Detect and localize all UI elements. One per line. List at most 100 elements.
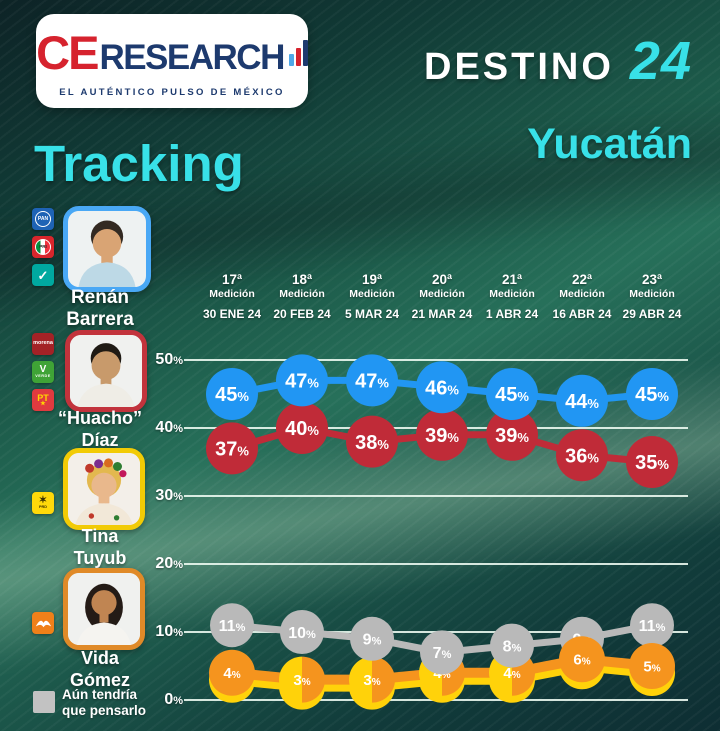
tracking-line-chart: 4%3%3%4%4%11%10%9%7%8%9%11%6%5%37%40%38%…: [184, 354, 688, 710]
svg-text:45%: 45%: [215, 384, 249, 406]
candidate-name-huacho-diaz: “Huacho” Díaz: [57, 408, 142, 450]
svg-text:44%: 44%: [565, 391, 599, 413]
svg-text:10%: 10%: [288, 625, 316, 642]
photo-huacho-diaz: [65, 330, 147, 412]
logo-wordmark: CE RESEARCH: [36, 25, 308, 80]
svg-text:40%: 40%: [285, 418, 319, 440]
diaz-point: 36%: [556, 429, 608, 482]
undecided-point: 7%: [420, 630, 464, 675]
person-avatar: [70, 335, 142, 407]
svg-text:46%: 46%: [425, 377, 459, 399]
diaz-point: 38%: [346, 415, 398, 468]
x-axis-label: 20ª Medición 21 MAR 24: [411, 272, 473, 321]
svg-text:45%: 45%: [635, 384, 669, 406]
gomez-point: 5%: [629, 643, 675, 689]
diaz-point: 40%: [276, 402, 328, 454]
undecided-legend-label: Aún tendría que pensarlo: [62, 687, 147, 718]
morena-logo: morena: [32, 333, 54, 355]
gomez-point: 6%: [559, 636, 605, 683]
x-axis-label: 19ª Medición 5 MAR 24: [344, 272, 400, 321]
photo-tina-tuyub: [63, 448, 145, 530]
barrera-point: 45%: [486, 368, 538, 420]
svg-text:9%: 9%: [363, 632, 382, 649]
person-avatar: [68, 573, 140, 645]
state-subtitle: Yucatán: [527, 120, 692, 168]
diaz-point: 35%: [626, 436, 678, 488]
svg-text:47%: 47%: [285, 371, 319, 393]
photo-renan-barrera: [63, 206, 151, 292]
gomez-point: 3%: [279, 656, 325, 703]
svg-text:8%: 8%: [503, 638, 522, 655]
bar-chart-icon: [288, 39, 308, 66]
y-axis-label: 30%: [155, 487, 183, 504]
undecided-point: 10%: [280, 610, 324, 654]
prd-logo: ✶ PRD: [32, 492, 54, 514]
barrera-point: 47%: [346, 354, 398, 407]
svg-text:6%: 6%: [573, 652, 590, 669]
candidate-name-vida-gomez: Vida Gómez: [69, 648, 130, 690]
nueva-alianza-logo: ✓: [32, 264, 54, 286]
barrera-point: 47%: [276, 354, 328, 407]
barrera-point: 45%: [626, 368, 678, 420]
svg-text:7%: 7%: [433, 645, 452, 662]
barrera-point: 46%: [416, 361, 468, 414]
undecided-point: 11%: [630, 603, 674, 648]
photo-vida-gomez: [63, 568, 145, 650]
svg-text:3%: 3%: [293, 672, 310, 689]
candidate-name-tina-tuyub: Tina Tuyub: [73, 526, 127, 568]
svg-text:38%: 38%: [355, 432, 389, 454]
y-axis-label: 10%: [155, 623, 183, 640]
eagle-icon: [35, 620, 51, 628]
movimiento-ciudadano-logo: [32, 612, 54, 634]
x-axis-label: 18ª Medición 20 FEB 24: [273, 272, 331, 321]
svg-text:35%: 35%: [635, 452, 669, 474]
page-title: DESTINO 24: [424, 30, 692, 92]
undecided-point: 8%: [490, 623, 534, 668]
person-avatar: [69, 211, 145, 287]
x-axis-label: 21ª Medición 1 ABR 24: [485, 272, 539, 321]
svg-text:37%: 37%: [215, 439, 249, 461]
x-axis-label: 22ª Medición 16 ABR 24: [552, 272, 612, 321]
pan-logo: PAN: [32, 208, 54, 230]
x-axis-label: 23ª Medición 29 ABR 24: [622, 272, 682, 321]
diaz-point: 39%: [416, 408, 468, 461]
gomez-point: 4%: [209, 649, 255, 696]
svg-text:11%: 11%: [639, 618, 666, 635]
candidate-name-renan-barrera: Renán Barrera: [66, 287, 134, 330]
diaz-point: 39%: [486, 408, 538, 461]
logo-ce-text: CE: [36, 25, 99, 79]
svg-text:4%: 4%: [503, 665, 520, 682]
y-axis-label: 20%: [155, 555, 183, 572]
barrera-point: 44%: [556, 374, 608, 427]
title-destino: DESTINO: [424, 46, 614, 88]
verde-logo: V VERDE: [32, 361, 54, 383]
svg-text:39%: 39%: [495, 425, 529, 447]
svg-text:11%: 11%: [219, 618, 246, 635]
pt-logo: PT ★: [32, 389, 54, 411]
section-title-tracking: Tracking: [34, 135, 244, 192]
svg-text:5%: 5%: [643, 658, 660, 675]
undecided-legend-swatch: [33, 691, 55, 713]
svg-text:4%: 4%: [223, 665, 240, 682]
diaz-point: 37%: [206, 422, 258, 475]
gomez-point: 3%: [349, 656, 395, 703]
y-axis-label: 50%: [155, 351, 183, 368]
logo-research-text: RESEARCH: [99, 37, 285, 77]
y-axis-label: 0%: [164, 691, 183, 708]
ce-research-logo: CE RESEARCH EL AUTÉNTICO PULSO DE MÉXICO: [36, 14, 308, 108]
person-avatar: [68, 453, 140, 525]
svg-text:39%: 39%: [425, 425, 459, 447]
svg-text:36%: 36%: [565, 445, 599, 467]
svg-text:47%: 47%: [355, 371, 389, 393]
y-axis-label: 40%: [155, 419, 183, 436]
svg-text:3%: 3%: [363, 672, 380, 689]
undecided-point: 9%: [350, 616, 394, 661]
logo-tagline: EL AUTÉNTICO PULSO DE MÉXICO: [59, 86, 285, 98]
pri-logo: PRI: [32, 236, 54, 258]
svg-text:45%: 45%: [495, 384, 529, 406]
title-24: 24: [629, 31, 692, 91]
x-axis-label: 17ª Medición 30 ENE 24: [202, 272, 262, 321]
undecided-point: 11%: [210, 603, 254, 648]
barrera-point: 45%: [206, 368, 258, 420]
